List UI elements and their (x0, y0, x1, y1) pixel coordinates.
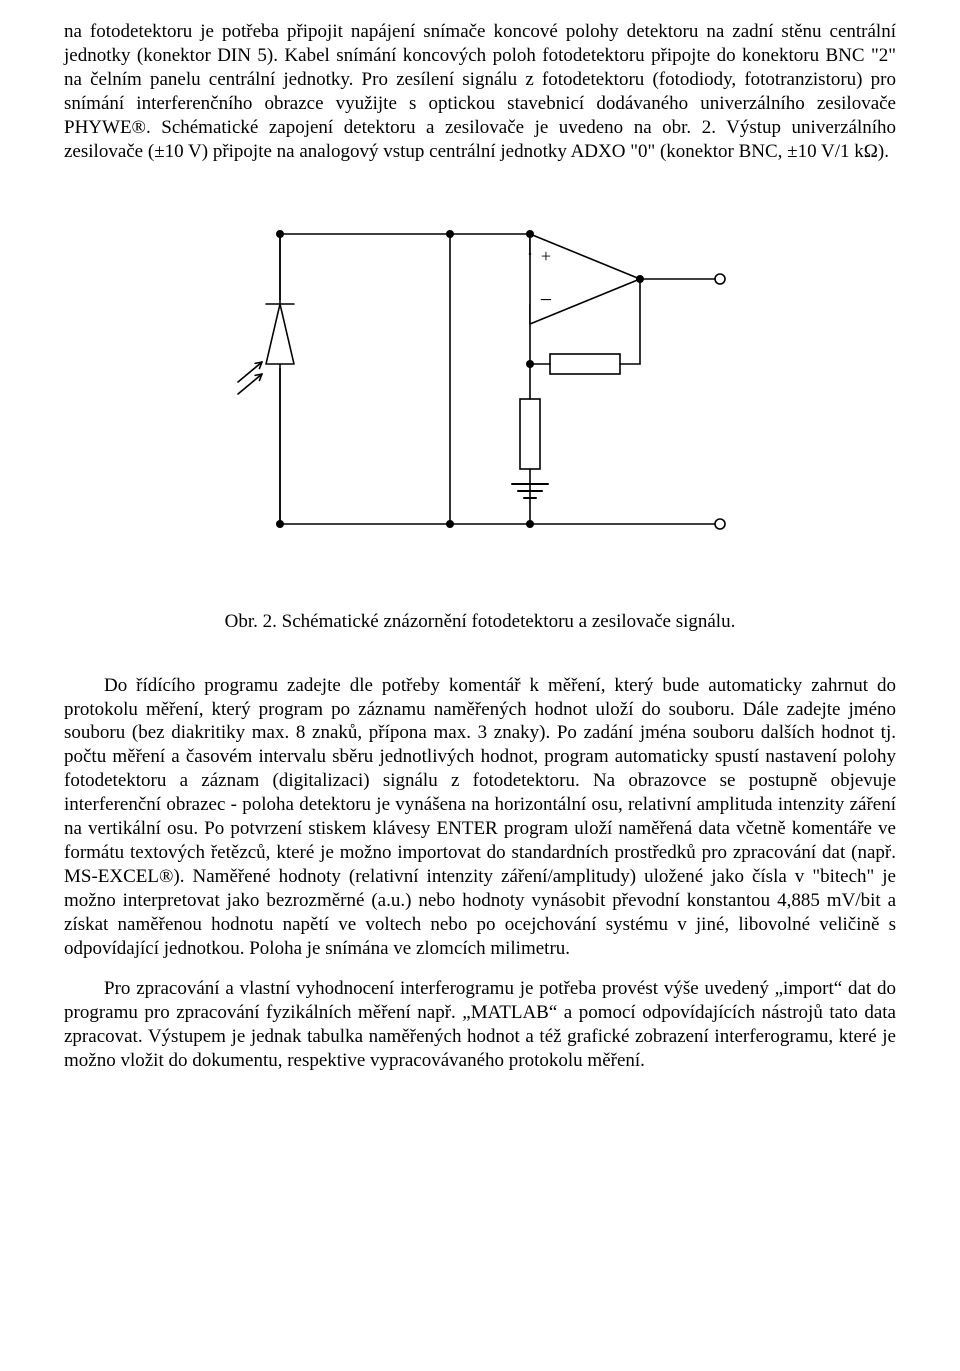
spacer (64, 644, 896, 674)
document-page: na fotodetektoru je potřeba připojit nap… (0, 0, 960, 1119)
circuit-diagram: +− (220, 194, 740, 574)
spacer (64, 967, 896, 977)
paragraph-1: na fotodetektoru je potřeba připojit nap… (64, 20, 896, 164)
svg-text:−: − (540, 287, 552, 312)
figure-caption: Obr. 2. Schématické znázornění fotodetek… (64, 610, 896, 634)
circuit-figure: +− (64, 194, 896, 574)
svg-text:+: + (541, 246, 551, 266)
paragraph-2: Do řídícího programu zadejte dle potřeby… (64, 674, 896, 961)
paragraph-3: Pro zpracování a vlastní vyhodnocení int… (64, 977, 896, 1073)
